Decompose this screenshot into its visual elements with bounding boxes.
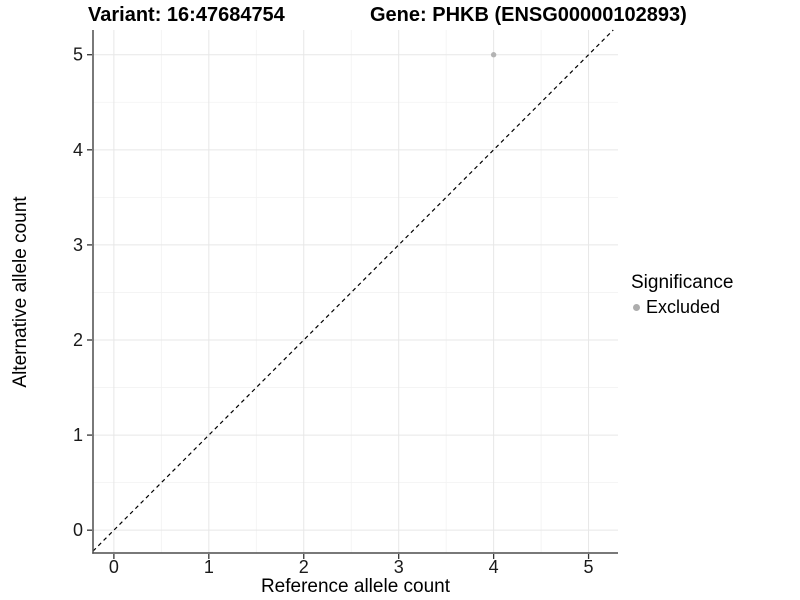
y-tick-label: 3 (73, 235, 83, 255)
x-tick-label: 4 (489, 557, 499, 577)
data-point (490, 52, 497, 58)
x-tick-label: 2 (299, 557, 309, 577)
legend-point-icon (633, 303, 640, 311)
x-tick-label: 1 (204, 557, 214, 577)
y-tick-label: 0 (73, 520, 83, 540)
y-tick-label: 4 (73, 140, 83, 160)
y-axis-title: Alternative allele count (10, 196, 31, 388)
x-tick-label: 3 (394, 557, 404, 577)
y-tick-label: 2 (73, 330, 83, 350)
identity-line (92, 29, 614, 552)
variant-title: Variant: 16:47684754 (88, 4, 285, 26)
legend-item-excluded: Excluded (631, 296, 733, 318)
x-tick-label: 0 (109, 557, 119, 577)
x-axis-title: Reference allele count (260, 576, 451, 597)
gene-title: Gene: PHKB (ENSG00000102893) (370, 4, 687, 26)
legend-item-label: Excluded (646, 297, 721, 317)
legend-title: Significance (631, 272, 734, 293)
legend: Significance Excluded (631, 272, 733, 318)
x-tick-label: 5 (584, 557, 594, 577)
y-tick-label: 5 (73, 45, 83, 65)
y-tick-label: 1 (73, 425, 83, 445)
